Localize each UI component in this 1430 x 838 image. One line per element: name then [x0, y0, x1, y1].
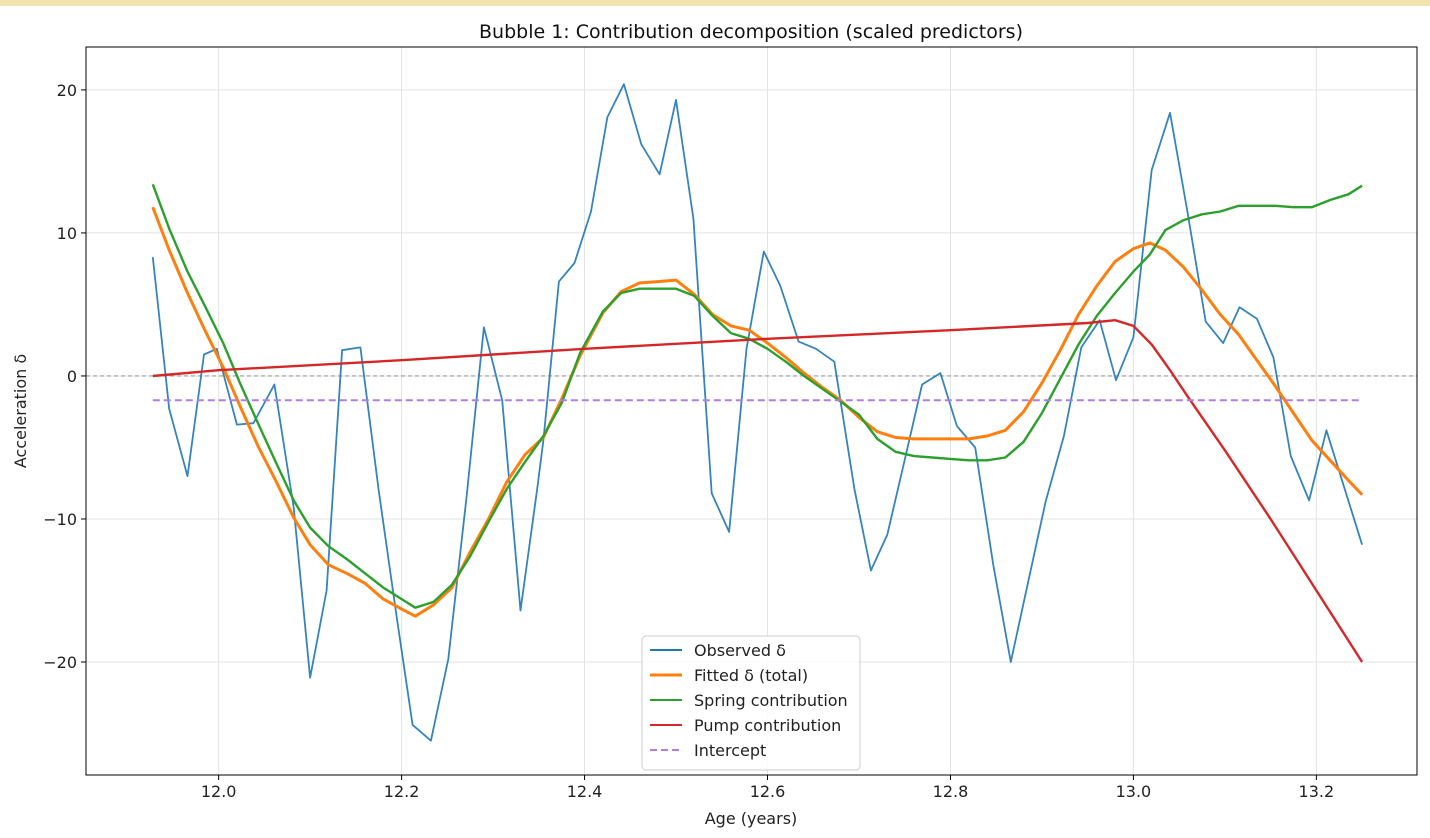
y-axis-label: Acceleration δ [11, 354, 30, 468]
x-tick-label: 12.8 [933, 782, 969, 801]
x-tick-label: 12.2 [384, 782, 420, 801]
plot-frame [85, 46, 1418, 776]
y-tick-label: 10 [57, 224, 77, 243]
legend-label-spring: Spring contribution [694, 691, 848, 710]
y-tick-label: 0 [67, 367, 77, 386]
series-layer [151, 83, 1364, 742]
legend: Observed δ Fitted δ (total) Spring contrib… [641, 635, 861, 771]
legend-label-observed: Observed δ [694, 641, 786, 660]
tick-layer: 12.0 12.2 12.4 12.6 12.8 13.0 13.2 20 10 0 −10 −20 [43, 81, 1334, 801]
y-tick-label: 20 [57, 81, 77, 100]
series-line-spring [151, 183, 1363, 609]
x-tick-label: 13.2 [1299, 782, 1335, 801]
top-decorative-band [0, 0, 1430, 6]
chart-title: Bubble 1: Contribution decomposition (sc… [479, 21, 1023, 43]
series-line-observed [151, 83, 1363, 742]
y-tick-label: −20 [43, 653, 77, 672]
series-line-fitted [151, 206, 1364, 618]
x-tick-label: 12.4 [567, 782, 603, 801]
series-line-pump [152, 319, 1364, 663]
y-tick-label: −10 [43, 510, 77, 529]
x-axis-label: Age (years) [705, 809, 798, 828]
legend-box [641, 635, 861, 771]
x-tick-label: 12.0 [201, 782, 237, 801]
x-tick-label: 13.0 [1116, 782, 1152, 801]
x-tick-label: 12.6 [750, 782, 786, 801]
legend-label-fitted: Fitted δ (total) [694, 666, 808, 685]
legend-label-pump: Pump contribution [694, 716, 841, 735]
legend-label-intercept: Intercept [694, 741, 766, 760]
